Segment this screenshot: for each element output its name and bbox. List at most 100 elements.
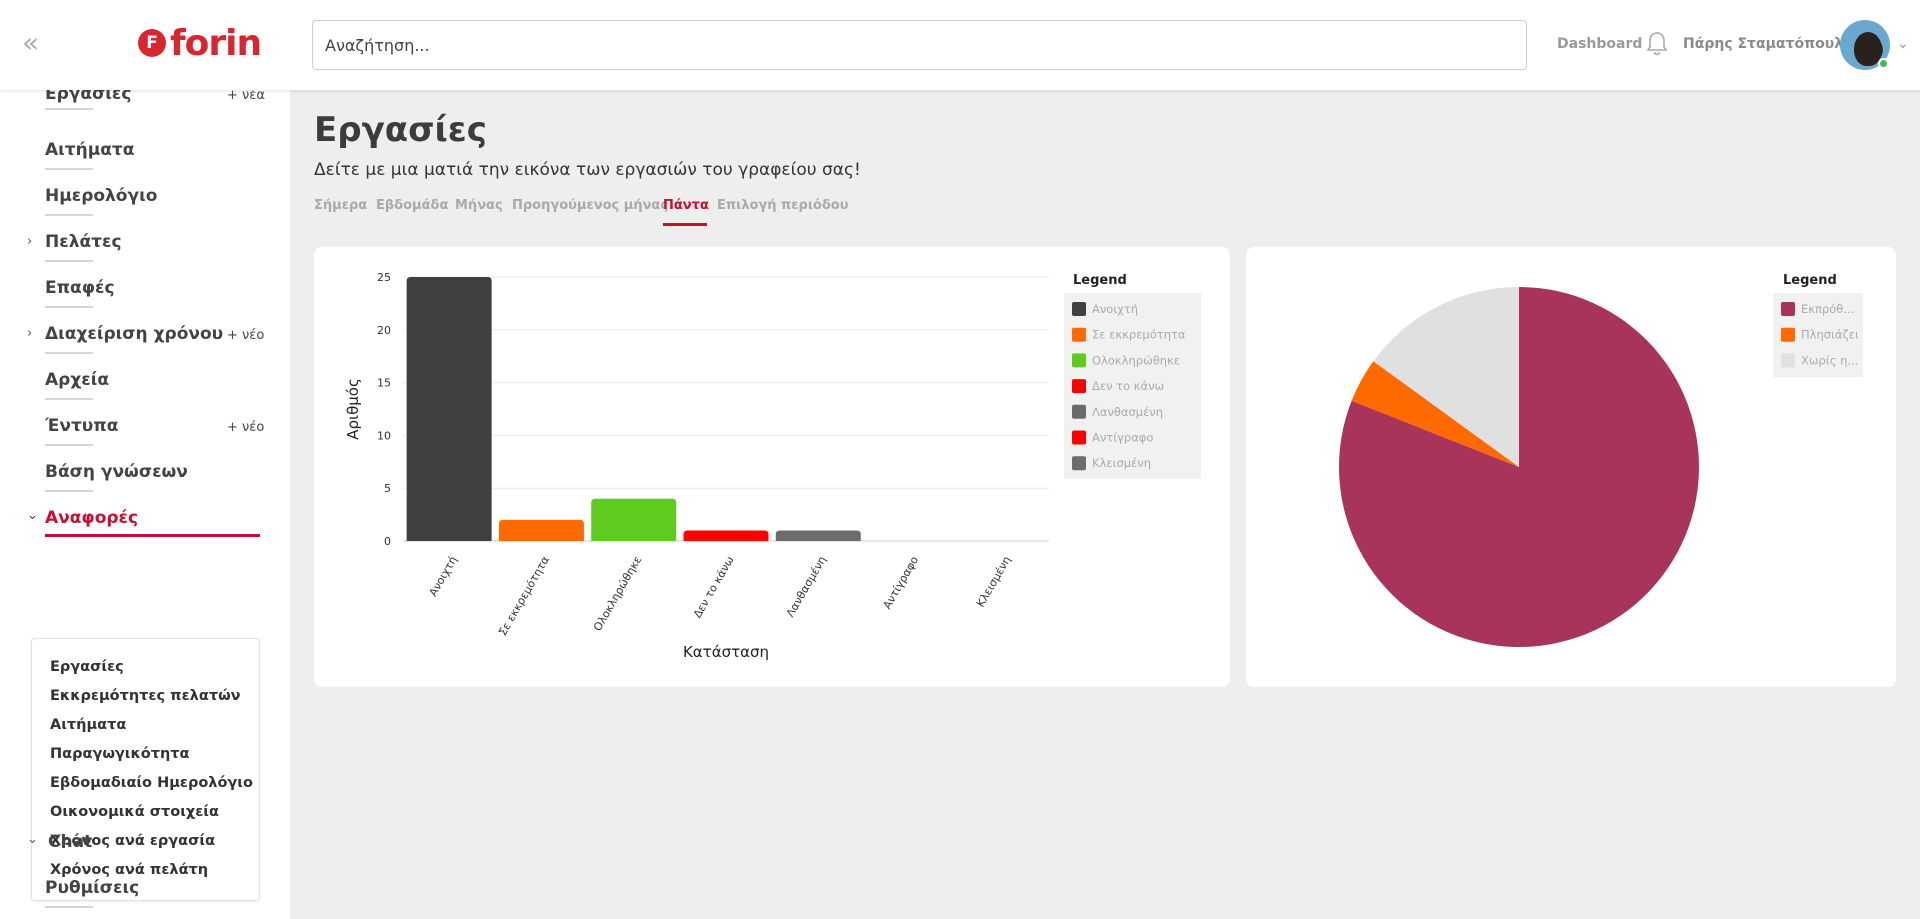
y-tick-label: 10 <box>377 429 391 442</box>
legend-title: Legend <box>1783 273 1837 288</box>
y-tick-label: 20 <box>377 324 391 337</box>
sidebar-item-settings[interactable]: Ρυθμίσεις <box>45 878 139 908</box>
online-status-dot <box>1878 58 1889 69</box>
user-name[interactable]: Πάρης Σταματόπουλος <box>1683 36 1862 52</box>
chevron-down-icon[interactable]: ⌄ <box>27 508 38 523</box>
legend-swatch <box>1072 430 1086 445</box>
submenu-item-time-per-task[interactable]: Χρόνος ανά εργασία <box>50 833 216 849</box>
bar <box>683 530 769 541</box>
chevron-down-icon[interactable]: ⌄ <box>27 832 38 847</box>
y-axis-label: Αριθμός <box>344 378 362 440</box>
x-axis-label: Κατάσταση <box>683 643 769 661</box>
sidebar-item-forms[interactable]: Έντυπα <box>45 416 118 446</box>
sidebar-item-time-management[interactable]: Διαχείριση χρόνου <box>45 324 224 354</box>
nav-underline <box>45 444 93 446</box>
sidebar-item-label: Αναφορές <box>45 508 139 528</box>
sidebar-item-label: Chat <box>48 832 93 852</box>
submenu-item-requests[interactable]: Αιτήματα <box>50 717 127 733</box>
sidebar-item-label: Επαφές <box>45 278 115 298</box>
sidebar-item-requests[interactable]: Αιτήματα <box>45 140 135 170</box>
sidebar-item-label: Αρχεία <box>45 370 110 390</box>
x-tick-label: Δεν το κάνω <box>691 554 737 620</box>
tab-month[interactable]: Μήνας <box>455 198 503 213</box>
tab-always[interactable]: Πάντα <box>663 198 709 213</box>
submenu-item-productivity[interactable]: Παραγωγικότητα <box>50 746 190 762</box>
bar-chart: 0 5 10 15 20 25 Ανοιχτή Σε εκκρεμότητα Ολοκληρώθ… <box>344 271 1201 661</box>
bar <box>406 277 492 541</box>
sidebar-item-calendar[interactable]: Ημερολόγιο <box>45 186 158 216</box>
nav-underline <box>45 168 93 170</box>
legend-label: Σε εκκρεμότητα <box>1092 328 1186 342</box>
sidebar-item-tasks[interactable]: Εργασίες <box>45 90 131 110</box>
top-header: « F forin Dashboard Πάρης Σταματόπουλος … <box>0 0 1920 90</box>
nav-underline <box>45 906 93 908</box>
sidebar-item-label: Αιτήματα <box>45 140 135 160</box>
bar <box>775 530 861 541</box>
sidebar-item-files[interactable]: Αρχεία <box>45 370 110 400</box>
pie-chart-card: Legend Εκπρόθ... Πλησιάζει Χωρίς η... <box>1246 247 1896 687</box>
submenu-item-client-pending[interactable]: Εκκρεμότητες πελατών <box>50 688 241 704</box>
legend-label: Πλησιάζει <box>1801 328 1859 342</box>
legend-title: Legend <box>1073 273 1127 288</box>
logo[interactable]: F forin <box>138 22 262 64</box>
active-tab-indicator <box>663 223 707 226</box>
sidebar-item-contacts[interactable]: Επαφές <box>45 278 115 308</box>
x-tick-label: Ολοκληρώθηκε <box>591 554 644 633</box>
nav-underline <box>45 214 93 216</box>
dashboard-link[interactable]: Dashboard <box>1557 36 1643 52</box>
chevron-right-icon[interactable]: › <box>27 234 33 249</box>
y-tick-label: 25 <box>377 271 391 284</box>
legend-label: Ανοιχτή <box>1092 302 1138 316</box>
double-chevron-left-icon[interactable]: « <box>22 26 40 59</box>
y-tick-label: 15 <box>377 377 391 390</box>
sidebar-item-label: Διαχείριση χρόνου <box>45 324 224 344</box>
legend-swatch <box>1072 456 1086 471</box>
sidebar-item-clients[interactable]: Πελάτες <box>45 232 122 262</box>
sidebar-item-label: Ημερολόγιο <box>45 186 158 206</box>
bar <box>498 519 584 541</box>
chevron-down-icon[interactable]: ⌄ <box>1897 36 1909 52</box>
submenu-item-financials[interactable]: Οικονομικά στοιχεία <box>50 804 219 820</box>
reports-submenu: Εργασίες Εκκρεμότητες πελατών Αιτήματα Π… <box>31 638 260 901</box>
sidebar-item-reports[interactable]: Αναφορές <box>45 508 138 528</box>
active-nav-indicator <box>45 534 260 537</box>
legend-swatch <box>1072 327 1086 342</box>
new-form-link[interactable]: + νέο <box>227 420 265 435</box>
avatar-face <box>1854 32 1882 66</box>
legend-swatch <box>1781 327 1795 342</box>
tab-select-period[interactable]: Επιλογή περιόδου <box>717 198 849 213</box>
logo-mark: F <box>138 29 166 57</box>
legend-label: Χωρίς η... <box>1801 353 1858 367</box>
nav-underline <box>45 490 93 492</box>
bell-icon[interactable] <box>1645 31 1669 57</box>
tab-today[interactable]: Σήμερα <box>314 198 368 213</box>
submenu-item-time-per-client[interactable]: Χρόνος ανά πελάτη <box>50 862 209 878</box>
pie-slice <box>1373 287 1519 467</box>
legend-label: Αντίγραφο <box>1092 431 1153 445</box>
x-tick-label: Σε εκκρεμότητα <box>496 554 552 638</box>
legend-swatch <box>1072 302 1086 316</box>
new-time-entry-link[interactable]: + νέο <box>227 328 265 343</box>
logo-text: forin <box>170 22 262 64</box>
sidebar-item-label: Βάση γνώσεων <box>45 462 188 482</box>
submenu-item-tasks[interactable]: Εργασίες <box>50 659 124 675</box>
nav-underline <box>45 352 93 354</box>
y-tick-label: 0 <box>384 535 391 548</box>
bar-chart-card: 0 5 10 15 20 25 Ανοιχτή Σε εκκρεμότητα Ολοκληρώθ… <box>314 247 1230 687</box>
page-title: Εργασίες <box>314 110 487 150</box>
x-tick-label: Κλεισμένη <box>974 554 1013 609</box>
chevron-right-icon[interactable]: › <box>27 326 33 341</box>
sidebar-item-chat[interactable]: Chat <box>48 832 92 852</box>
legend-label: Κλεισμένη <box>1092 456 1151 470</box>
tab-week[interactable]: Εβδομάδα <box>376 198 449 213</box>
legend-swatch <box>1781 353 1795 368</box>
new-task-link[interactable]: + νέα <box>227 90 265 103</box>
search-input[interactable] <box>312 20 1527 70</box>
nav-underline <box>45 260 93 262</box>
sidebar-item-knowledge-base[interactable]: Βάση γνώσεων <box>45 462 188 492</box>
avatar[interactable] <box>1840 20 1890 70</box>
tab-previous-month[interactable]: Προηγούμενος μήνας <box>512 198 669 213</box>
sidebar-item-label: Πελάτες <box>45 232 122 252</box>
x-tick-label: Αντίγραφο <box>881 554 922 612</box>
submenu-item-weekly-calendar[interactable]: Εβδομαδιαίο Ημερολόγιο <box>50 775 253 791</box>
